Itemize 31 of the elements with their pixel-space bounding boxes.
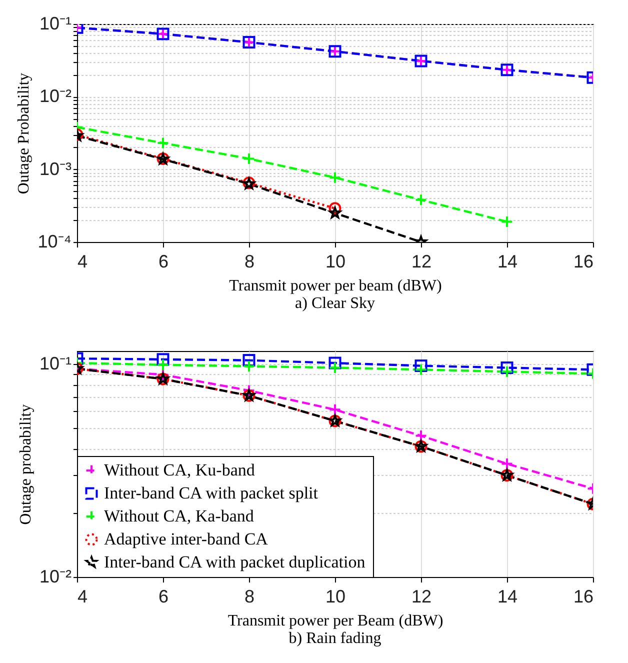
- x-tick-label: 14: [497, 586, 518, 606]
- y-axis-title: Outage probability: [17, 404, 34, 525]
- text: a) Clear Sky: [295, 295, 375, 312]
- legend-label: Inter-band CA with packet split: [104, 484, 318, 502]
- x-tick-label: 6: [158, 252, 169, 272]
- y-tick-label: 10⁻³: [39, 158, 72, 179]
- text: b) Rain fading: [288, 630, 382, 647]
- x-tick-label: 4: [78, 586, 88, 606]
- legend-label: Adaptive inter-band CA: [104, 530, 269, 548]
- y-tick-label: 10⁻⁴: [38, 232, 72, 252]
- y-tick-label: 10⁻¹: [39, 353, 72, 374]
- x-tick-label: 16: [573, 586, 594, 606]
- legend-label: Inter-band CA with packet duplication: [104, 552, 366, 572]
- legend-label: Without CA, Ku-band: [104, 460, 256, 480]
- x-tick-label: 10: [325, 252, 346, 272]
- x-tick-label: 8: [244, 252, 255, 272]
- x-axis-title: Transmit power per beam (dBW): [229, 278, 442, 294]
- y-tick-label: 10⁻²: [39, 86, 72, 106]
- x-tick-label: 16: [573, 252, 594, 272]
- legend-label: Without CA, Ka-band: [104, 506, 254, 526]
- x-tick-label: 12: [411, 252, 432, 272]
- x-tick-label: 12: [411, 586, 432, 606]
- x-axis-title: Transmit power per Beam (dBW): [228, 612, 444, 630]
- x-tick-label: 10: [325, 586, 346, 606]
- x-tick-label: 8: [244, 586, 255, 606]
- y-axis-title: Outage Probability: [16, 72, 33, 194]
- x-tick-label: 6: [158, 586, 169, 606]
- x-tick-label: 14: [497, 252, 518, 272]
- y-tick-label: 10⁻²: [39, 566, 72, 586]
- x-tick-label: 4: [78, 252, 88, 272]
- y-tick-label: 10⁻¹: [39, 14, 72, 34]
